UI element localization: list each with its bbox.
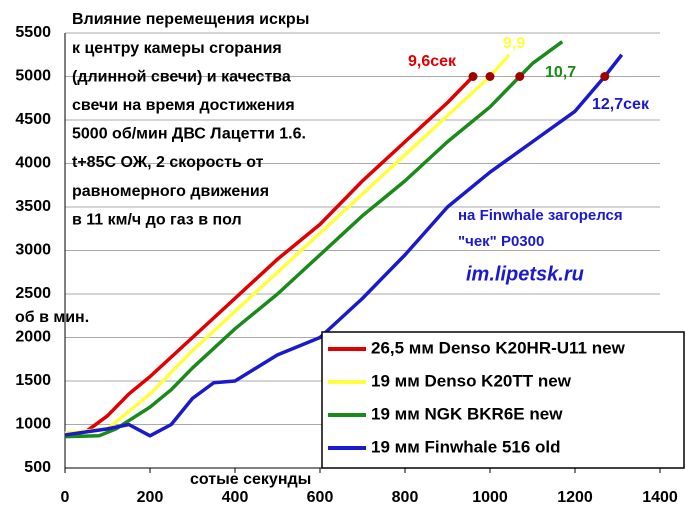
- annotation: 12,7сек: [592, 96, 650, 113]
- chart-title: свечи на время достижения: [72, 97, 295, 114]
- series-line: [64, 40, 564, 439]
- y-tick-label: 2000: [15, 329, 51, 346]
- legend-label: 19 мм NGK BKR6E new: [371, 404, 563, 423]
- y-tick-label: 1000: [15, 416, 51, 433]
- chart-title: Влияние перемещения искры: [72, 11, 309, 28]
- annotation: 10,7: [545, 64, 576, 81]
- y-tick-label: 1500: [15, 372, 51, 389]
- x-tick-label: 200: [137, 489, 164, 506]
- series-line: [64, 53, 511, 435]
- chart-title: равномерного движения: [72, 183, 269, 200]
- legend-label: 26,5 мм Denso K20HR-U11 new: [371, 338, 626, 357]
- chart-title: к центру камеры сгорания: [72, 40, 282, 57]
- y-tick-label: 4500: [15, 111, 51, 128]
- chart-title: в 11 км/ч до газ в пол: [72, 211, 242, 228]
- x-tick-label: 400: [222, 489, 249, 506]
- x-axis-label: сотые секунды: [190, 471, 311, 488]
- chart-title: 5000 об/мин ДВС Лацетти 1.6.: [72, 126, 306, 143]
- y-tick-label: 4000: [15, 155, 51, 172]
- legend-label: 19 мм Denso K20TT new: [371, 371, 572, 390]
- note: "чек" P0300: [458, 233, 544, 250]
- site: im.lipetsk.ru: [466, 263, 584, 285]
- chart-title: t+85С ОЖ, 2 скорость от: [72, 154, 264, 171]
- annotation: 9,9: [503, 35, 525, 52]
- y-axis-label: об в мин.: [15, 309, 89, 326]
- x-tick-label: 1400: [642, 489, 678, 506]
- chart-title: (длинной свечи) и качества: [72, 68, 291, 85]
- marker: [485, 72, 495, 81]
- y-tick-label: 3000: [15, 242, 51, 259]
- x-tick-label: 1000: [472, 489, 508, 506]
- y-tick-label: 5000: [15, 68, 51, 85]
- y-tick-label: 2500: [15, 285, 51, 302]
- marker: [468, 72, 478, 81]
- x-tick-label: 800: [392, 489, 419, 506]
- marker: [515, 72, 525, 81]
- series-line: [64, 53, 624, 438]
- marker: [600, 72, 610, 81]
- y-tick-label: 3500: [15, 198, 51, 215]
- legend-label: 19 мм Finwhale 516 old: [371, 437, 561, 456]
- annotation: 9,6сек: [408, 53, 457, 70]
- x-tick-label: 600: [307, 489, 334, 506]
- x-tick-label: 0: [61, 489, 70, 506]
- y-tick-label: 5500: [15, 24, 51, 41]
- note: на Finwhale загорелся: [458, 207, 623, 224]
- legend-box: [321, 331, 685, 469]
- series-line: [64, 75, 475, 437]
- x-tick-label: 1200: [557, 489, 593, 506]
- y-tick-label: 500: [24, 459, 51, 476]
